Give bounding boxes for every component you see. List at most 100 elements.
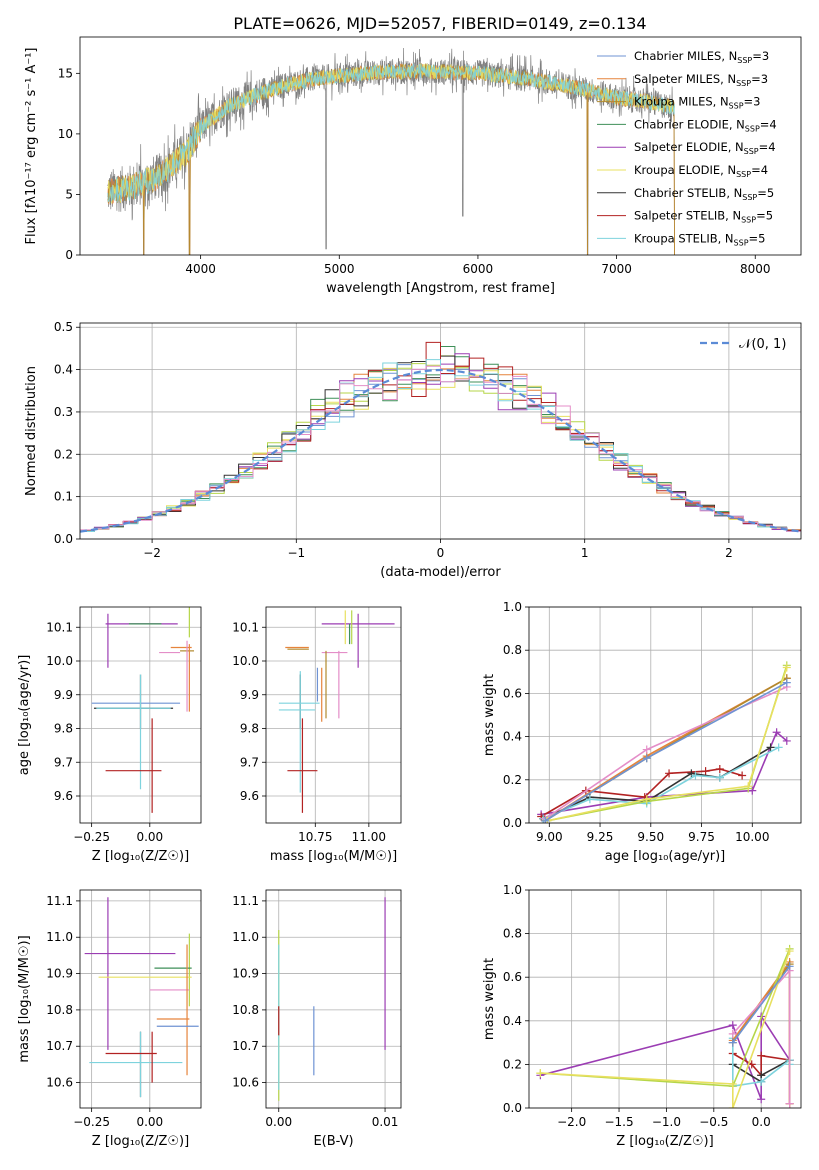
x-tick-label: −1.5 [604,1115,633,1129]
y-tick-label: 5 [65,187,73,201]
y-tick-label: 0.4 [54,363,73,377]
legend-entry: Kroupa ELODIE, NSSP=4 [634,163,768,179]
legend-entry: Chabrier STELIB, NSSP=5 [634,186,774,202]
y-tick-label: 10.9 [46,967,73,981]
x-tick-label: 5000 [324,262,355,276]
weight_vs_age-panel: 9.00 9.25 9.50 9.75 10.00 0.0 0.2 0.4 0.6 0.8 1.0 a… [482,600,802,864]
y-tick-label: 10.9 [232,967,259,981]
x-tick-label: −0.25 [73,1115,110,1129]
y-tick-label: 0.2 [503,1057,522,1071]
x-tick-label: 7000 [601,262,632,276]
mass_vs_ebv-panel: 0.00 0.01 10.6 10.7 10.8 10.9 11.0 11.1 E(B-V) [232,889,402,1149]
data-point [766,743,775,752]
data-point [774,743,783,752]
x-axis-label: Z [log₁₀(Z/Z☉)] [92,849,189,864]
legend-entry: Salpeter ELODIE, NSSP=4 [634,140,776,156]
mass_vs_Z-plot-area [84,897,199,1098]
legend-entry: Kroupa STELIB, NSSP=5 [634,231,765,247]
x-tick-label: 0.00 [136,830,163,844]
data-point [541,816,550,823]
age_vs_Z-frame [79,606,202,824]
mass-weight-line [540,950,791,1108]
legend-entry: Kroupa MILES, NSSP=3 [634,95,760,111]
data-point [785,1099,794,1108]
data-point [728,1104,737,1108]
mass-weight-line [540,1013,791,1100]
y-tick-label: 10 [58,127,73,141]
y-tick-label: 0.5 [54,320,73,334]
weight_vs_age-plot-area [537,661,791,823]
y-tick-label: 10.1 [232,620,259,634]
x-tick-label: −0.25 [73,830,110,844]
data-point [642,745,651,754]
x-tick-label: 9.50 [637,830,664,844]
y-tick-label: 10.6 [46,1076,73,1090]
age_vs_Z-plot-area [91,607,195,813]
y-tick-label: 0.2 [54,447,73,461]
y-tick-label: 0.6 [503,686,522,700]
x-tick-label: 1 [581,546,589,560]
legend-entry: Chabrier MILES, NSSP=3 [634,49,769,65]
x-tick-label: 0 [437,546,445,560]
y-tick-label: 11.1 [232,894,259,908]
y-tick-label: 11.0 [46,930,73,944]
y-tick-label: 9.9 [240,688,259,702]
data-point [782,736,791,745]
x-tick-label: 10.00 [735,830,769,844]
data-point [748,786,757,795]
spectrum-legend: Chabrier MILES, NSSP=3 Salpeter MILES, NS… [597,49,777,247]
x-tick-label: −0.5 [699,1115,728,1129]
y-tick-label: 10.1 [46,620,73,634]
x-tick-label: 9.00 [536,830,563,844]
data-point [728,1038,737,1047]
y-tick-label: 10.0 [46,654,73,668]
y-tick-label: 9.7 [54,755,73,769]
x-axis-label: Z [log₁₀(Z/Z☉)] [616,1134,713,1149]
y-tick-label: 0.0 [54,532,73,546]
x-axis-label: (data-model)/error [380,565,501,580]
weight_vs_Z-panel: −2.0 −1.5 −1.0 −0.5 0.0 0.0 0.2 0.4 0.6 0.8 1.0 Z [… [482,883,802,1149]
mass_vs_ebv-plot-area [278,897,386,1101]
data-point [728,1021,737,1030]
y-tick-label: 9.8 [240,722,259,736]
mass_vs_ebv-frame [265,889,402,1109]
x-axis-label: wavelength [Angstrom, rest frame] [326,281,555,296]
age_vs_mass-frame [265,606,402,824]
residuals-panel: −2 −1 0 1 2 0.0 0.1 0.2 0.3 0.4 0.5 (data-model)/er… [24,320,802,580]
y-tick-label: 9.8 [54,722,73,736]
data-point [738,771,747,780]
y-tick-label: 0.3 [54,405,73,419]
spectrum-data-line [107,47,675,255]
spectrum-frame [79,36,802,256]
y-tick-label: 1.0 [503,883,522,897]
y-tick-label: 10.0 [232,654,259,668]
x-tick-label: 8000 [740,262,771,276]
data-point [715,765,724,773]
legend-entry: 𝒩(0, 1) [739,337,786,352]
x-tick-label: 9.75 [688,830,715,844]
legend-entry: Chabrier ELODIE, NSSP=4 [634,117,777,133]
data-point [642,754,651,763]
y-tick-label: 0.0 [503,1101,522,1115]
y-tick-label: 10.7 [46,1039,73,1053]
data-point [782,663,791,672]
x-tick-label: 9.25 [587,830,614,844]
spectrum-plot-area [107,47,675,255]
mass_vs_Z-frame [79,889,202,1109]
data-point [642,795,651,804]
data-point [536,1069,545,1078]
y-tick-label: 0.0 [503,816,522,830]
normal-distribution-curve [80,368,801,533]
y-tick-label: 10.8 [46,1003,73,1017]
age_vs_mass-panel: 10.75 11.00 9.6 9.7 9.8 9.9 10.0 10.1 mass [log₁… [232,606,402,864]
data-point [665,769,674,778]
age_vs_Z-panel: −0.25 0.00 9.6 9.7 9.8 9.9 10.0 10.1 Z [log₁₀(Z/… [17,606,202,864]
y-tick-label: 1.0 [503,600,522,614]
data-point [585,795,594,804]
y-tick-label: 10.6 [232,1076,259,1090]
legend-entry: Salpeter MILES, NSSP=3 [634,72,768,88]
y-tick-label: 0.4 [503,730,522,744]
x-tick-label: −1.0 [652,1115,681,1129]
age_vs_mass-plot-area [278,610,395,813]
data-point [744,782,753,791]
